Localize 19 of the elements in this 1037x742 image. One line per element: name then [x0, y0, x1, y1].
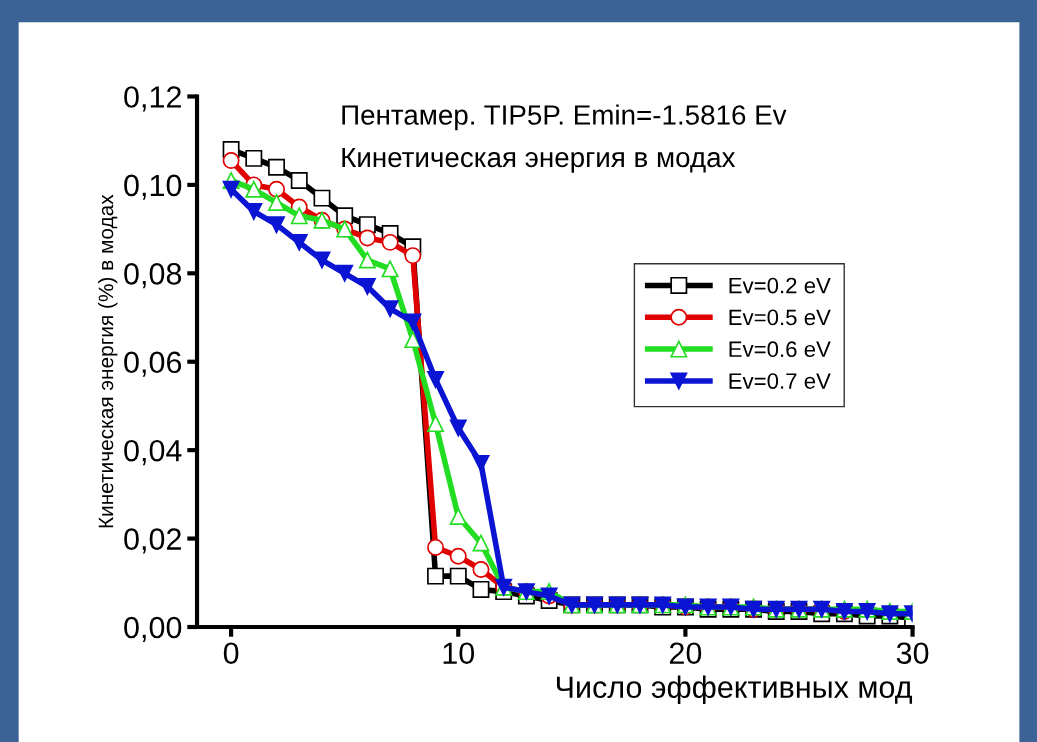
- y-tick-label: 0,12: [124, 86, 181, 112]
- y-tick-label: 0,00: [124, 616, 182, 642]
- x-tick-label: 0: [223, 642, 239, 665]
- legend-label: Ev=0.6 eV: [729, 341, 831, 358]
- text: Кинетическая энергия в модах: [342, 147, 736, 173]
- y-tick-label: 0,04: [124, 439, 182, 466]
- legend-label: Ev=0.2 eV: [729, 277, 831, 294]
- y-tick-label: 0,08: [124, 263, 182, 289]
- chart-title: Пентамер. TIP5P. Emin=-1.5816 Ev: [342, 104, 787, 131]
- x-tick-label: 10: [443, 642, 475, 665]
- x-tick-label: 30: [896, 642, 929, 665]
- y-tick-label: 0,10: [124, 174, 182, 200]
- y-tick-label: 0,06: [124, 351, 182, 377]
- x-axis-title: Число эффективных мод: [556, 675, 913, 705]
- y-axis-title: Кинетическая энергия (%) в модах: [98, 194, 118, 528]
- x-tick-label: 20: [669, 642, 702, 665]
- legend-label: Ev=0.5 eV: [729, 309, 831, 326]
- legend-label: Ev=0.7 eV: [729, 373, 831, 389]
- y-tick-label: 0,02: [124, 528, 181, 554]
